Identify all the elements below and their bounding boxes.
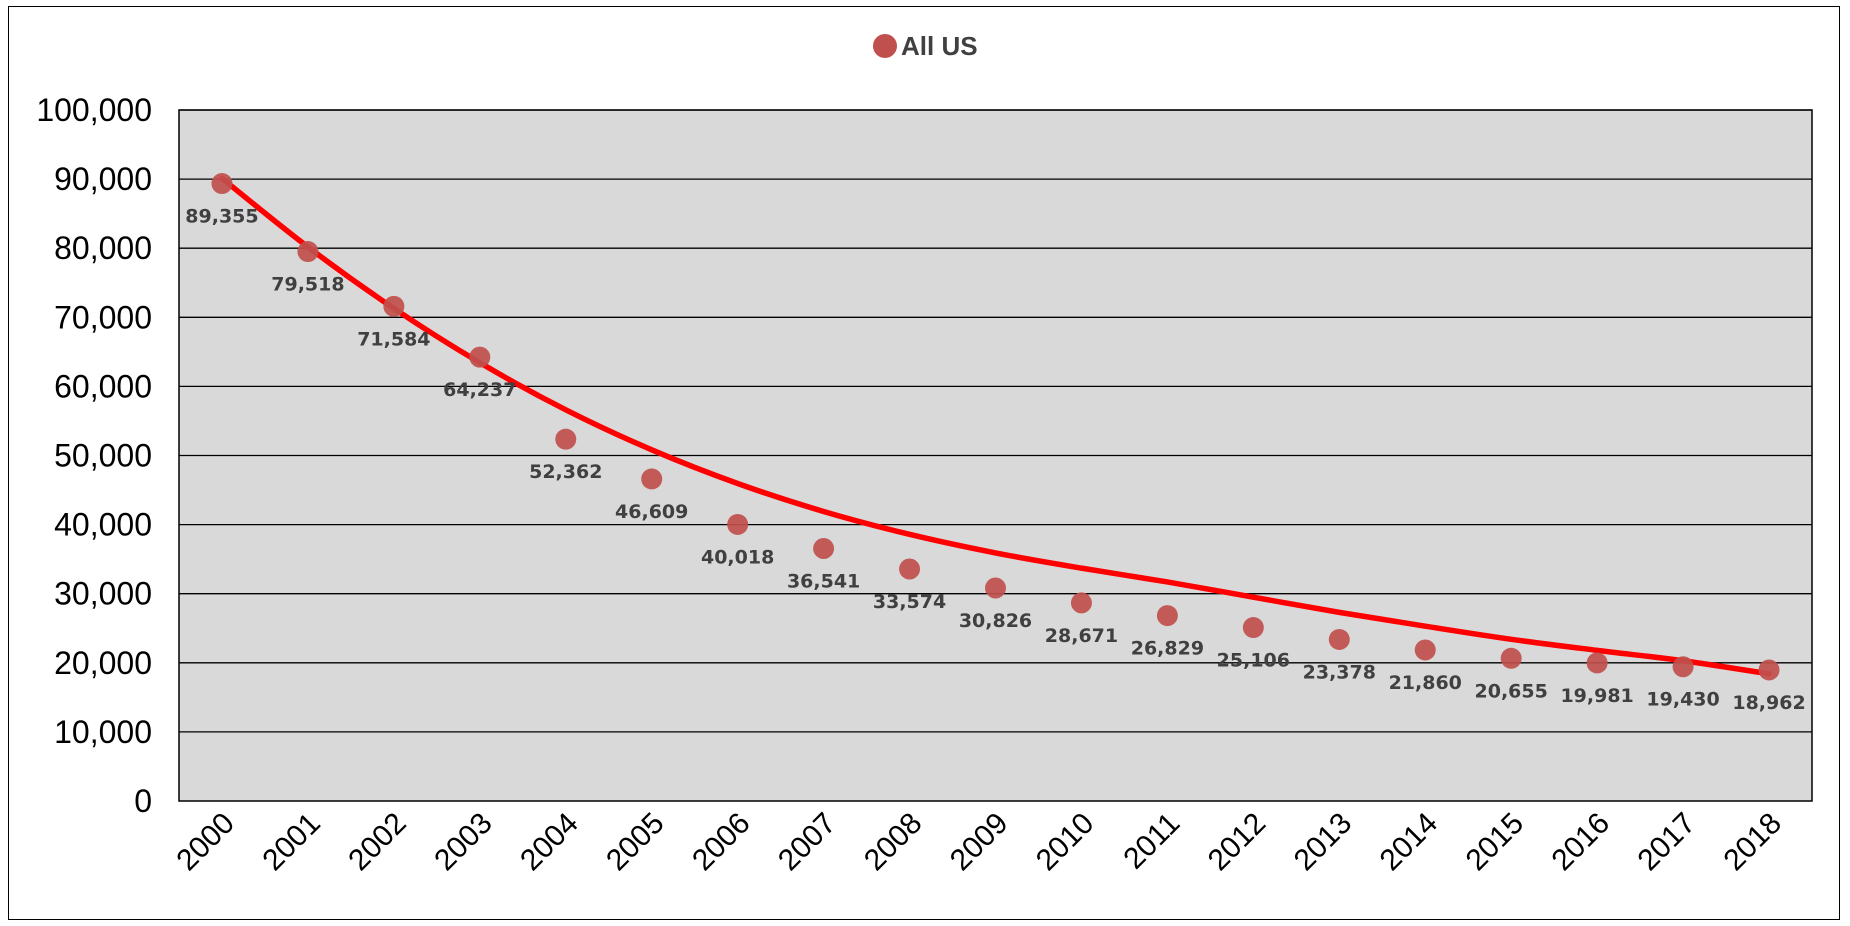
x-tick-label: 2001 <box>256 807 327 878</box>
legend-label: All US <box>901 31 978 61</box>
data-label: 79,518 <box>271 274 344 296</box>
x-tick-label: 2000 <box>170 807 241 878</box>
data-label: 52,362 <box>529 461 602 483</box>
data-point <box>1156 605 1178 627</box>
y-tick-label: 70,000 <box>54 299 152 335</box>
data-label: 20,655 <box>1475 680 1548 702</box>
data-label: 18,962 <box>1732 692 1805 714</box>
x-tick-label: 2010 <box>1030 807 1101 878</box>
legend-marker <box>873 34 897 58</box>
data-point <box>727 513 749 535</box>
data-label: 19,430 <box>1646 689 1719 711</box>
data-point <box>1242 617 1264 639</box>
x-tick-label: 2003 <box>428 807 499 878</box>
data-point <box>297 241 319 263</box>
x-tick-label: 2006 <box>686 807 757 878</box>
data-point <box>1070 592 1092 614</box>
x-tick-label: 2004 <box>514 807 585 878</box>
x-tick-label: 2013 <box>1288 807 1359 878</box>
data-point <box>1500 647 1522 669</box>
y-tick-label: 20,000 <box>54 645 152 681</box>
data-point <box>813 538 835 560</box>
data-label: 33,574 <box>873 591 946 613</box>
x-tick-label: 2011 <box>1117 807 1186 876</box>
data-point <box>1586 652 1608 674</box>
y-axis-tick-labels: 0 10,000 20,000 30,000 40,000 50,000 60,000 70,… <box>36 92 152 819</box>
data-point <box>383 295 405 317</box>
x-tick-label: 2009 <box>944 807 1015 878</box>
data-label: 40,018 <box>701 546 774 568</box>
data-label: 46,609 <box>615 501 688 523</box>
data-labels: 89,355 79,518 71,584 64,237 52,362 46,609 40,0… <box>185 206 1805 714</box>
data-point <box>641 468 663 490</box>
x-tick-label: 2014 <box>1374 807 1445 878</box>
x-axis-tick-labels: 2000 2001 2002 2003 2004 2005 2006 2007 2008 2009… <box>170 807 1788 878</box>
y-tick-label: 10,000 <box>54 714 152 750</box>
x-tick-label: 2015 <box>1460 807 1531 878</box>
y-tick-label: 80,000 <box>54 230 152 266</box>
data-label: 26,829 <box>1131 638 1204 660</box>
x-tick-label: 2018 <box>1717 807 1788 878</box>
data-point <box>211 173 233 195</box>
x-tick-label: 2002 <box>342 807 413 878</box>
data-label: 23,378 <box>1303 661 1376 683</box>
data-point <box>899 558 921 580</box>
data-label: 36,541 <box>787 571 860 593</box>
data-label: 71,584 <box>357 328 430 350</box>
x-tick-label: 2007 <box>772 807 843 878</box>
data-points <box>211 173 1780 681</box>
data-label: 89,355 <box>185 206 258 228</box>
trendline <box>219 175 1772 677</box>
y-tick-label: 30,000 <box>54 576 152 612</box>
data-label: 30,826 <box>959 610 1032 632</box>
data-label: 25,106 <box>1217 650 1290 672</box>
data-point <box>1414 639 1436 661</box>
x-tick-label: 2005 <box>600 807 671 878</box>
x-tick-label: 2016 <box>1546 807 1617 878</box>
x-tick-label: 2012 <box>1202 807 1273 878</box>
y-tick-label: 60,000 <box>54 368 152 404</box>
data-label: 19,981 <box>1560 685 1633 707</box>
y-tick-label: 100,000 <box>36 92 152 128</box>
x-tick-label: 2008 <box>858 807 929 878</box>
y-tick-label: 0 <box>134 783 152 819</box>
data-label: 28,671 <box>1045 625 1118 647</box>
legend: All US <box>873 31 978 61</box>
data-point <box>1672 656 1694 678</box>
y-tick-label: 50,000 <box>54 438 152 474</box>
y-tick-label: 90,000 <box>54 161 152 197</box>
data-label: 21,860 <box>1389 672 1462 694</box>
data-point <box>1758 659 1780 681</box>
data-point <box>469 346 491 368</box>
y-tick-label: 40,000 <box>54 507 152 543</box>
data-point <box>1328 628 1350 650</box>
data-point <box>555 428 577 450</box>
x-tick-label: 2017 <box>1631 807 1702 878</box>
data-point <box>985 577 1006 599</box>
data-label: 64,237 <box>443 379 516 401</box>
